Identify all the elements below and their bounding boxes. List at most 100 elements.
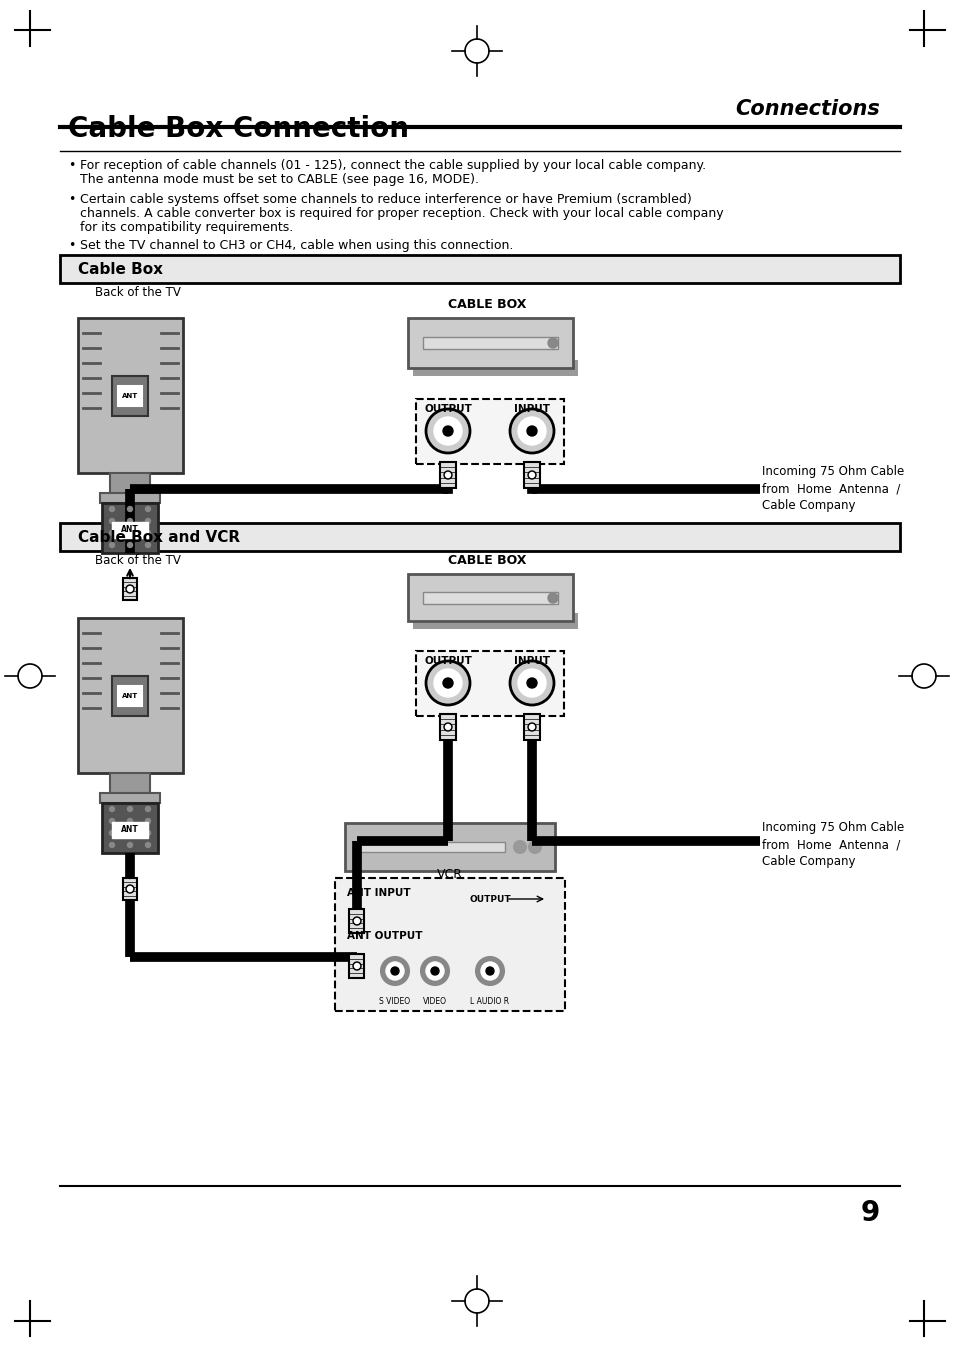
- Bar: [123, 578, 137, 600]
- Circle shape: [128, 531, 132, 535]
- Bar: [422, 336, 558, 349]
- Text: •: •: [68, 193, 75, 205]
- Circle shape: [110, 543, 114, 547]
- Circle shape: [434, 669, 461, 697]
- Bar: [112, 376, 148, 416]
- Circle shape: [110, 807, 114, 812]
- Bar: [60, 255, 899, 282]
- Circle shape: [517, 417, 545, 444]
- Circle shape: [128, 543, 132, 547]
- Circle shape: [527, 471, 536, 480]
- Text: S VIDEO: S VIDEO: [379, 997, 410, 1006]
- Bar: [408, 317, 573, 367]
- Bar: [102, 503, 158, 553]
- Circle shape: [434, 417, 461, 444]
- Bar: [112, 521, 148, 538]
- Bar: [408, 574, 573, 621]
- Bar: [118, 386, 142, 407]
- Text: Incoming 75 Ohm Cable
from  Home  Antenna  /
Cable Company: Incoming 75 Ohm Cable from Home Antenna …: [761, 465, 903, 512]
- Text: Certain cable systems offset some channels to reduce interference or have Premiu: Certain cable systems offset some channe…: [80, 193, 691, 205]
- Text: •: •: [68, 239, 75, 253]
- Circle shape: [442, 426, 453, 436]
- Circle shape: [426, 661, 470, 705]
- Bar: [422, 592, 558, 604]
- Text: For reception of cable channels (01 - 125), connect the cable supplied by your l: For reception of cable channels (01 - 12…: [80, 159, 705, 172]
- Bar: [439, 713, 456, 740]
- Bar: [355, 842, 504, 852]
- Text: VCR: VCR: [436, 867, 462, 881]
- Circle shape: [128, 586, 132, 592]
- Text: CABLE BOX: CABLE BOX: [447, 554, 526, 567]
- Circle shape: [146, 807, 151, 812]
- Bar: [102, 802, 158, 852]
- Circle shape: [391, 967, 398, 975]
- Circle shape: [445, 473, 450, 477]
- Text: Set the TV channel to CH3 or CH4, cable when using this connection.: Set the TV channel to CH3 or CH4, cable …: [80, 239, 513, 253]
- Text: OUTPUT: OUTPUT: [470, 894, 511, 904]
- Text: VIDEO: VIDEO: [422, 997, 447, 1006]
- Circle shape: [128, 507, 132, 512]
- Circle shape: [128, 843, 132, 847]
- Circle shape: [146, 831, 151, 835]
- Bar: [100, 793, 160, 802]
- Circle shape: [476, 957, 503, 985]
- Circle shape: [126, 585, 133, 593]
- Circle shape: [547, 338, 558, 349]
- Text: ANT: ANT: [121, 825, 139, 835]
- Circle shape: [517, 669, 545, 697]
- Circle shape: [110, 819, 114, 824]
- Circle shape: [510, 409, 554, 453]
- Circle shape: [110, 531, 114, 535]
- Circle shape: [445, 724, 450, 730]
- Circle shape: [110, 831, 114, 835]
- Circle shape: [355, 963, 359, 969]
- Circle shape: [510, 661, 554, 705]
- Circle shape: [514, 842, 525, 852]
- Bar: [439, 462, 456, 488]
- Circle shape: [128, 886, 132, 892]
- Circle shape: [485, 967, 494, 975]
- FancyBboxPatch shape: [335, 878, 564, 1011]
- Text: ANT: ANT: [121, 526, 139, 535]
- Text: •: •: [68, 159, 75, 172]
- Circle shape: [110, 519, 114, 523]
- Circle shape: [110, 843, 114, 847]
- Circle shape: [146, 819, 151, 824]
- Circle shape: [443, 471, 452, 480]
- Text: Cable Box Connection: Cable Box Connection: [68, 115, 409, 143]
- Text: The antenna mode must be set to CABLE (see page 16, MODE).: The antenna mode must be set to CABLE (s…: [80, 173, 478, 186]
- Text: channels. A cable converter box is required for proper reception. Check with you: channels. A cable converter box is requi…: [80, 207, 723, 220]
- Circle shape: [526, 678, 537, 688]
- Circle shape: [146, 519, 151, 523]
- Circle shape: [128, 807, 132, 812]
- Bar: [100, 493, 160, 503]
- Text: Cable Box: Cable Box: [78, 262, 163, 277]
- Circle shape: [420, 957, 449, 985]
- Text: ANT: ANT: [122, 693, 138, 698]
- Circle shape: [146, 543, 151, 547]
- Circle shape: [442, 678, 453, 688]
- Circle shape: [529, 473, 534, 477]
- Text: for its compatibility requirements.: for its compatibility requirements.: [80, 222, 293, 234]
- Text: OUTPUT: OUTPUT: [424, 404, 472, 413]
- Circle shape: [126, 885, 133, 893]
- Bar: [60, 523, 899, 551]
- Text: Cable Box and VCR: Cable Box and VCR: [78, 530, 240, 544]
- Circle shape: [426, 962, 443, 979]
- Text: INPUT: INPUT: [514, 404, 550, 413]
- Bar: [110, 773, 150, 793]
- Circle shape: [128, 519, 132, 523]
- Bar: [123, 878, 137, 900]
- Circle shape: [431, 967, 438, 975]
- Text: Back of the TV: Back of the TV: [95, 286, 181, 299]
- Circle shape: [547, 593, 558, 603]
- Circle shape: [146, 507, 151, 512]
- FancyBboxPatch shape: [416, 650, 563, 716]
- Text: 9: 9: [860, 1198, 879, 1227]
- Bar: [78, 317, 183, 473]
- Text: Connections: Connections: [735, 99, 879, 119]
- Text: INPUT: INPUT: [514, 655, 550, 666]
- Text: ANT: ANT: [122, 393, 138, 399]
- Bar: [349, 909, 364, 934]
- Text: Incoming 75 Ohm Cable
from  Home  Antenna  /
Cable Company: Incoming 75 Ohm Cable from Home Antenna …: [761, 821, 903, 867]
